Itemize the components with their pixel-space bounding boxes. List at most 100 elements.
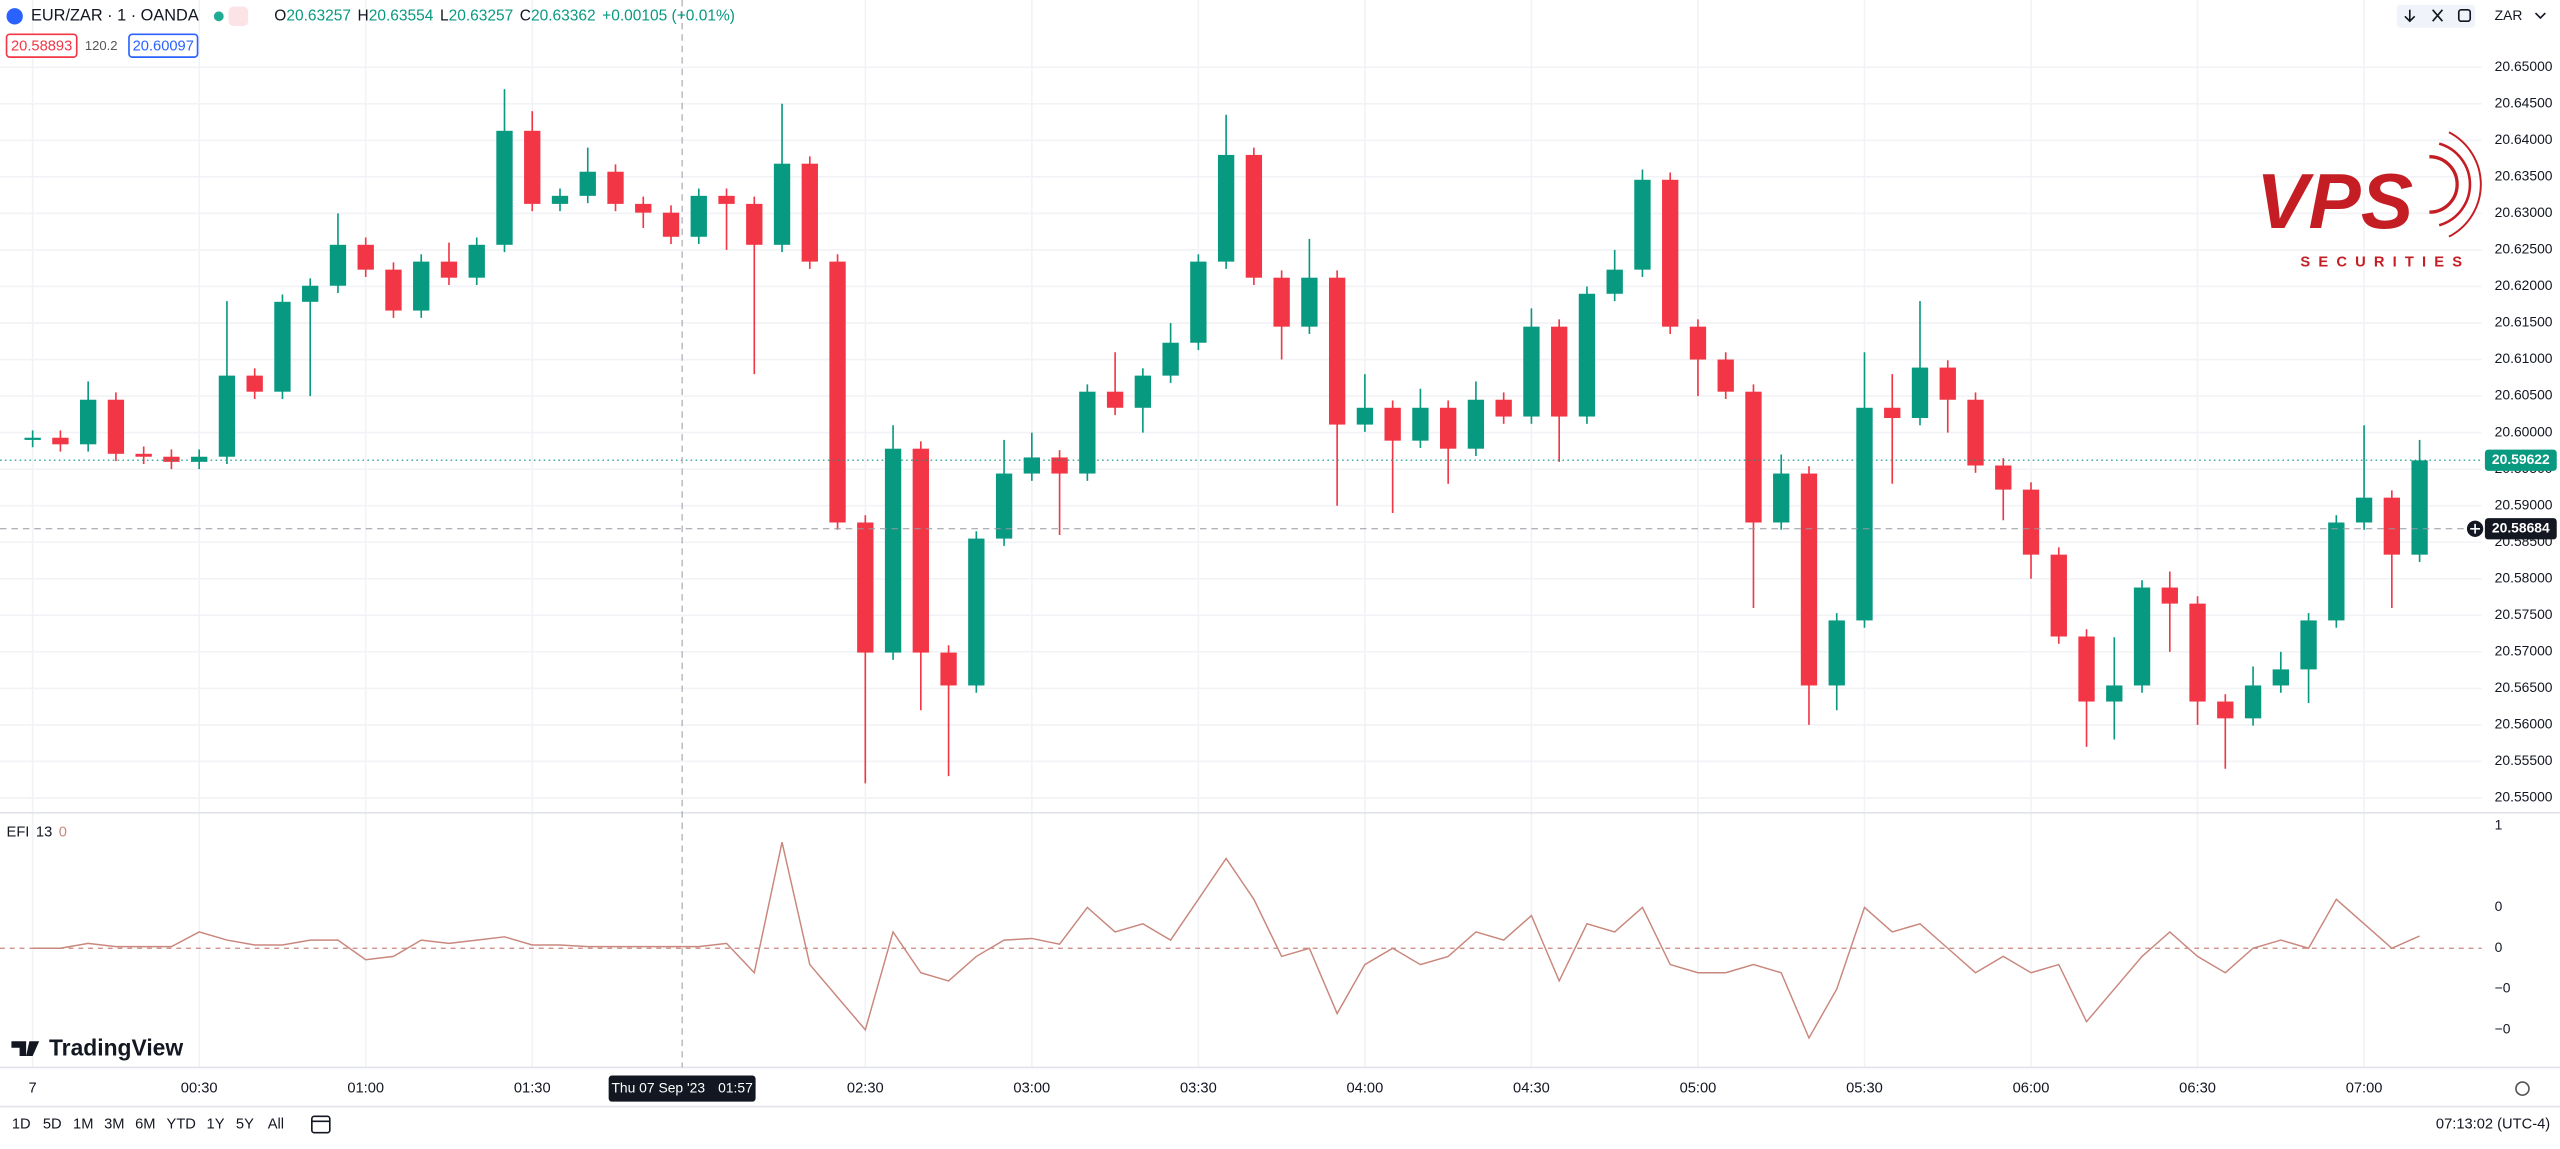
y-tick-label: 20.65000 [2495,58,2553,74]
candle-body [1800,473,1818,686]
candle-body [718,195,735,204]
y-tick-label: 20.61000 [2495,350,2553,366]
calendar-frame [311,1115,331,1134]
candle-body [385,269,402,311]
candle-body [912,448,929,653]
candle-body [884,448,902,653]
ohlc-key: L [440,7,449,24]
x-tick-label: 05:30 [1846,1080,1883,1096]
x-tick-label: 04:30 [1513,1080,1550,1096]
candle-body [2355,497,2373,523]
candle-body [413,261,430,311]
candle-body [635,203,652,213]
x-tick-label: 01:00 [347,1080,384,1096]
ohlc-key: O [274,7,286,24]
candle-body [2411,460,2428,555]
efi-legend: EFI 13 0 [7,824,67,840]
candle-body [1245,154,1263,278]
tv-icon [11,1041,40,1056]
candle-body [968,538,985,686]
icon-chevron[interactable] [2534,12,2546,20]
y-tick-label: 20.56500 [2495,679,2553,695]
candle-body [1634,179,1651,270]
range-button[interactable]: 5Y [236,1116,254,1132]
candle-body [357,244,374,270]
icon-down[interactable] [2404,9,2416,23]
efi-line [32,842,2420,1040]
candle-body [2217,701,2234,719]
range-button[interactable]: 6M [135,1116,155,1132]
icon-restore[interactable] [2457,8,2472,23]
candle-body [524,130,541,204]
candle-body [80,399,97,445]
candle-body [773,163,791,245]
candle-body [1745,391,1762,523]
y-tick-label: 20.57500 [2495,606,2553,622]
range-button[interactable]: All [268,1116,284,1132]
y-tick-label: 20.57000 [2495,643,2553,659]
crosshair-price-box [2484,518,2557,540]
candle-body [1079,391,1096,474]
badge [228,6,249,27]
buy-box[interactable] [128,33,199,58]
candle-body [163,456,180,462]
candle-body [1217,154,1235,262]
candle-body [2078,636,2095,702]
crosshair-time-box [608,1075,756,1102]
crosshair-clock: 01:57 [718,1079,753,1095]
currency[interactable]: ZAR [2495,7,2523,23]
candle-body [1662,179,1679,327]
logo-tagline: SECURITIES [2300,255,2470,271]
settings-icon[interactable] [2515,1081,2530,1096]
candle-body [1551,326,1568,417]
icon-collapse[interactable] [2432,9,2444,22]
y-tick-label: 20.60500 [2495,387,2553,403]
candle-body [496,130,513,245]
range-button[interactable]: 1M [73,1116,93,1132]
range-button[interactable]: YTD [167,1116,196,1132]
sell-price: 20.58893 [11,38,72,54]
y-tick-label: 20.55500 [2495,752,2553,768]
y-tick-label: 20.63000 [2495,204,2553,220]
ohlc-change: +0.00105 (+0.01%) [602,7,735,24]
range-button[interactable]: 5D [43,1116,62,1132]
x-tick-label: 05:00 [1680,1080,1717,1096]
x-tick-label: 03:30 [1180,1080,1217,1096]
candle-body [1717,359,1734,392]
range-button[interactable]: 3M [104,1116,124,1132]
candle-body [2161,587,2178,604]
candle-body [995,473,1013,539]
candle-body [2244,685,2262,719]
logo-arc [2448,131,2482,238]
buy-price: 20.60097 [133,38,194,54]
candle-body [2383,497,2400,555]
candle-body [1884,407,1901,419]
ohlc-value: 20.63257 [286,7,351,24]
candle-body [329,244,347,286]
candle-body [1190,261,1207,343]
range-button[interactable]: 1D [12,1116,31,1132]
plot [0,0,2482,1068]
y-tick-label: 20.59000 [2495,496,2553,512]
sell-box[interactable] [5,33,78,58]
candle-body [52,437,69,445]
candle-body [1828,620,1845,686]
ohlc-key: C [520,7,531,24]
y-tick-label: 20.64500 [2495,94,2553,110]
candle-body [2272,669,2289,686]
calendar-icon[interactable] [311,1115,331,1134]
candle-body [1995,465,2012,490]
efi-tick-label: 0 [2495,898,2503,914]
logo-arc [2429,155,2459,214]
crosshair-time-label: Thu 07 Sep '23 01:57 [611,1079,753,1095]
candle-body [1689,326,1707,360]
candle-body [1023,457,1040,474]
candle-body [1856,407,1873,621]
candle-body [191,456,208,462]
candle-body [2050,554,2067,637]
candle-body [274,301,291,392]
x-tick-label: 06:00 [2013,1080,2050,1096]
range-button[interactable]: 1Y [207,1116,225,1132]
